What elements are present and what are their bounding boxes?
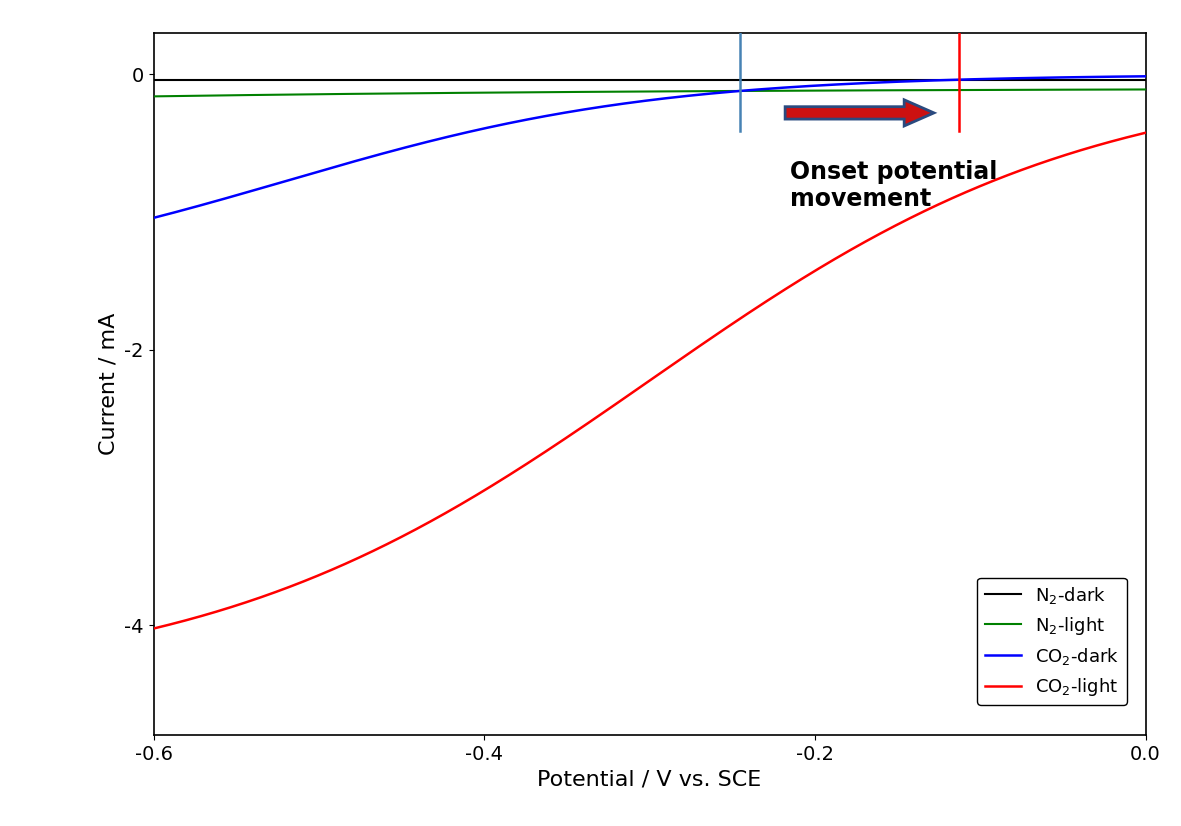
Legend: N$_2$-dark, N$_2$-light, CO$_2$-dark, CO$_2$-light: N$_2$-dark, N$_2$-light, CO$_2$-dark, CO… [978,577,1127,705]
FancyArrow shape [785,100,934,126]
Text: Onset potential
movement: Onset potential movement [790,159,998,211]
Y-axis label: Current / mA: Current / mA [99,313,119,455]
X-axis label: Potential / V vs. SCE: Potential / V vs. SCE [537,769,762,790]
